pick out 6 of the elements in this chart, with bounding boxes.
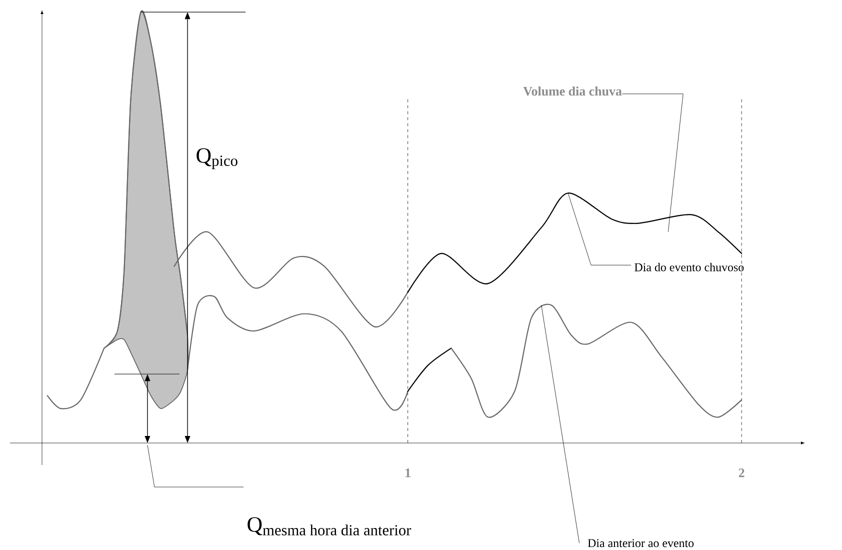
x-tick-label: 2: [738, 468, 744, 478]
annotation: Dia do evento chuvoso: [634, 262, 744, 272]
annotation: Q$_{pico}$: [196, 148, 238, 170]
text: Dia anterior ao evento: [588, 539, 694, 548]
annotation: Volume dia chuva: [523, 86, 622, 96]
x-tick-label: 1: [406, 468, 410, 478]
